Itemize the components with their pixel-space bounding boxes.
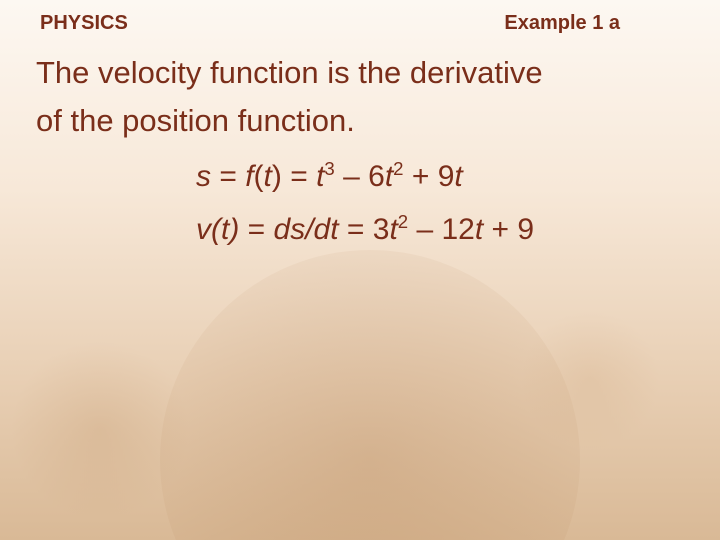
body-line-2: of the position function. [36,97,684,145]
eq1-s: s [196,160,211,193]
eq1-eq: = [211,160,245,193]
equation-position: s = f(t) = t3 – 6t2 + 9t [196,151,684,204]
eq2-t1: t [475,213,483,246]
eq2-sup2: 2 [398,211,408,232]
eq1-sup2: 2 [393,158,403,179]
eq2-plus: + 9 [483,213,534,246]
eq1-t1: t [454,160,462,193]
eq1-minus1: – 6 [335,160,385,193]
slide-header: PHYSICS Example 1 a [0,0,720,41]
eq1-sup3: 3 [324,158,334,179]
eq1-close: ) = [272,160,316,193]
eq1-open: ( [254,160,264,193]
eq2-v: v(t) [196,213,239,246]
eq2-ds: ds/dt [274,213,339,246]
eq2-t2: t [389,213,397,246]
slide-content: The velocity function is the derivative … [0,41,720,256]
eq1-t2: t [385,160,393,193]
eq2-minus: – 12 [408,213,475,246]
eq2-eq2: = 3 [339,213,390,246]
body-line-1: The velocity function is the derivative [36,49,684,97]
eq1-plus: + 9 [404,160,455,193]
equations-block: s = f(t) = t3 – 6t2 + 9t v(t) = ds/dt = … [36,151,684,256]
eq1-f: f [245,160,253,193]
eq2-eq: = [239,213,273,246]
eq1-t: t [264,160,272,193]
header-section-label: PHYSICS [40,12,128,35]
header-example-label: Example 1 a [504,12,680,35]
equation-velocity: v(t) = ds/dt = 3t2 – 12t + 9 [196,204,684,257]
